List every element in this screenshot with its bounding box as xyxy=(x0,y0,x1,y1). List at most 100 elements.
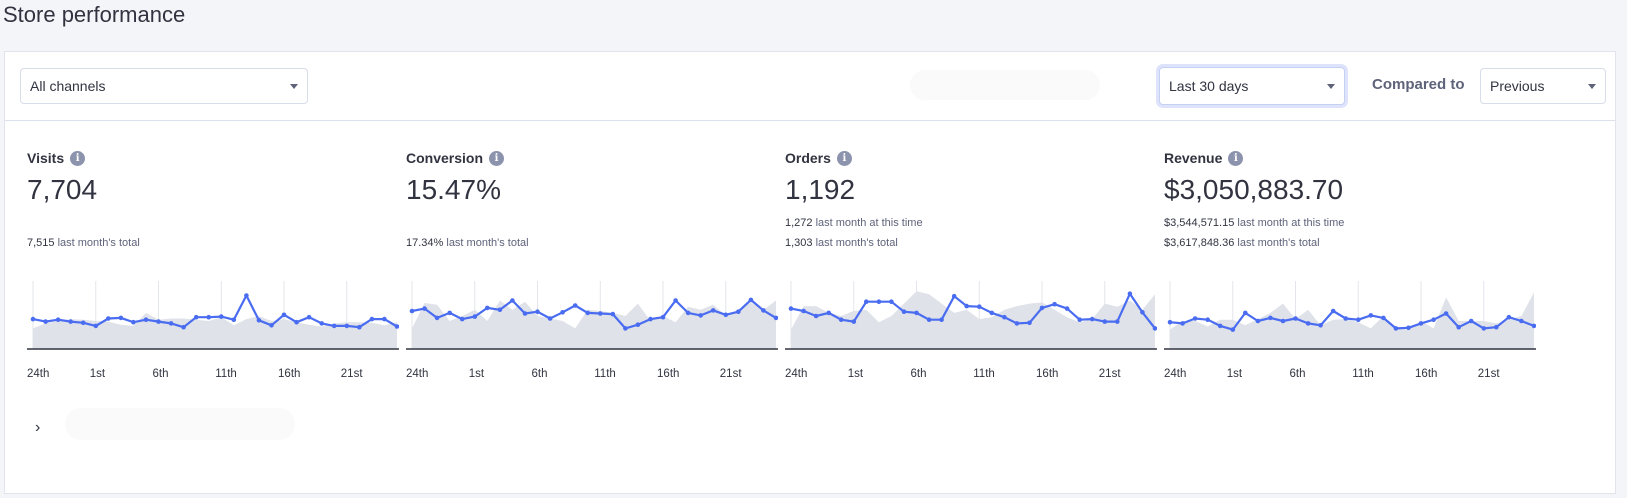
data-point[interactable] xyxy=(623,326,628,331)
data-point[interactable] xyxy=(193,314,199,320)
data-point[interactable] xyxy=(1027,320,1032,326)
data-point[interactable] xyxy=(43,319,48,324)
data-point[interactable] xyxy=(1406,325,1411,331)
data-point[interactable] xyxy=(864,299,869,304)
data-point[interactable] xyxy=(459,316,465,322)
data-point[interactable] xyxy=(926,317,932,322)
data-point[interactable] xyxy=(409,308,415,314)
data-point[interactable] xyxy=(951,293,957,299)
data-point[interactable] xyxy=(813,313,819,319)
data-point[interactable] xyxy=(30,316,36,322)
data-point[interactable] xyxy=(382,316,387,322)
data-point[interactable] xyxy=(648,316,653,322)
data-point[interactable] xyxy=(1318,323,1323,328)
data-point[interactable] xyxy=(1356,317,1361,322)
data-point[interactable] xyxy=(673,298,678,303)
data-point[interactable] xyxy=(181,324,186,330)
data-point[interactable] xyxy=(989,310,995,316)
data-point[interactable] xyxy=(269,323,274,328)
data-point[interactable] xyxy=(331,323,337,329)
data-point[interactable] xyxy=(522,311,528,316)
data-point[interactable] xyxy=(68,319,73,324)
data-point[interactable] xyxy=(143,317,149,322)
data-point[interactable] xyxy=(1481,326,1487,331)
data-point[interactable] xyxy=(889,299,894,304)
data-point[interactable] xyxy=(93,323,99,329)
data-point[interactable] xyxy=(1167,319,1173,325)
data-point[interactable] xyxy=(585,310,590,316)
data-point[interactable] xyxy=(306,314,312,320)
data-point[interactable] xyxy=(761,308,766,313)
data-point[interactable] xyxy=(510,298,515,303)
data-point[interactable] xyxy=(1205,317,1210,322)
data-point[interactable] xyxy=(1531,323,1536,329)
data-point[interactable] xyxy=(1343,316,1348,321)
data-point[interactable] xyxy=(535,309,540,314)
data-point[interactable] xyxy=(1115,319,1120,324)
data-point[interactable] xyxy=(801,308,806,314)
data-point[interactable] xyxy=(1180,321,1185,326)
info-icon[interactable]: i xyxy=(70,150,86,166)
data-point[interactable] xyxy=(826,310,831,316)
data-point[interactable] xyxy=(357,324,362,330)
data-point[interactable] xyxy=(1368,313,1374,318)
data-point[interactable] xyxy=(1217,323,1223,329)
data-point[interactable] xyxy=(447,310,452,316)
data-point[interactable] xyxy=(547,316,553,321)
data-point[interactable] xyxy=(1431,317,1436,322)
data-point[interactable] xyxy=(635,322,641,327)
data-point[interactable] xyxy=(497,307,503,313)
data-point[interactable] xyxy=(1506,314,1512,320)
data-point[interactable] xyxy=(472,314,478,319)
data-point[interactable] xyxy=(1255,318,1261,324)
data-point[interactable] xyxy=(244,293,249,298)
data-point[interactable] xyxy=(485,305,490,311)
data-point[interactable] xyxy=(1293,316,1298,321)
data-point[interactable] xyxy=(914,310,919,316)
data-point[interactable] xyxy=(723,312,729,318)
data-point[interactable] xyxy=(1077,317,1082,322)
data-point[interactable] xyxy=(1243,310,1248,316)
data-point[interactable] xyxy=(1494,324,1499,330)
data-point[interactable] xyxy=(1456,324,1461,330)
data-point[interactable] xyxy=(1268,315,1273,321)
data-point[interactable] xyxy=(1064,306,1070,311)
data-point[interactable] xyxy=(1102,319,1108,324)
data-point[interactable] xyxy=(131,319,136,325)
data-point[interactable] xyxy=(1280,318,1286,324)
data-point[interactable] xyxy=(901,309,907,314)
data-point[interactable] xyxy=(106,316,111,321)
data-point[interactable] xyxy=(231,317,237,322)
data-point[interactable] xyxy=(55,317,61,322)
expand-chevron-icon[interactable]: › xyxy=(35,419,41,436)
sparkline-chart[interactable] xyxy=(27,281,399,351)
data-point[interactable] xyxy=(851,319,857,324)
data-point[interactable] xyxy=(610,311,616,317)
data-point[interactable] xyxy=(1393,326,1399,331)
data-point[interactable] xyxy=(1330,308,1336,314)
data-point[interactable] xyxy=(1192,316,1198,321)
data-point[interactable] xyxy=(788,306,794,311)
data-point[interactable] xyxy=(422,306,427,311)
data-point[interactable] xyxy=(1418,321,1424,326)
data-point[interactable] xyxy=(698,313,703,318)
data-point[interactable] xyxy=(344,323,350,329)
data-point[interactable] xyxy=(1052,301,1057,307)
data-point[interactable] xyxy=(572,303,578,308)
data-point[interactable] xyxy=(434,315,440,321)
data-point[interactable] xyxy=(168,321,174,326)
data-point[interactable] xyxy=(206,314,211,320)
info-icon[interactable]: i xyxy=(1228,150,1244,166)
compare-select[interactable]: Previous xyxy=(1480,68,1606,104)
data-point[interactable] xyxy=(1014,321,1020,326)
data-point[interactable] xyxy=(1381,315,1386,321)
data-point[interactable] xyxy=(256,318,262,323)
data-point[interactable] xyxy=(1002,314,1007,320)
data-point[interactable] xyxy=(369,316,375,322)
info-icon[interactable]: i xyxy=(489,150,505,166)
data-point[interactable] xyxy=(685,310,691,316)
data-point[interactable] xyxy=(118,315,124,321)
data-point[interactable] xyxy=(394,324,399,329)
data-point[interactable] xyxy=(156,319,161,324)
data-point[interactable] xyxy=(1039,305,1045,311)
